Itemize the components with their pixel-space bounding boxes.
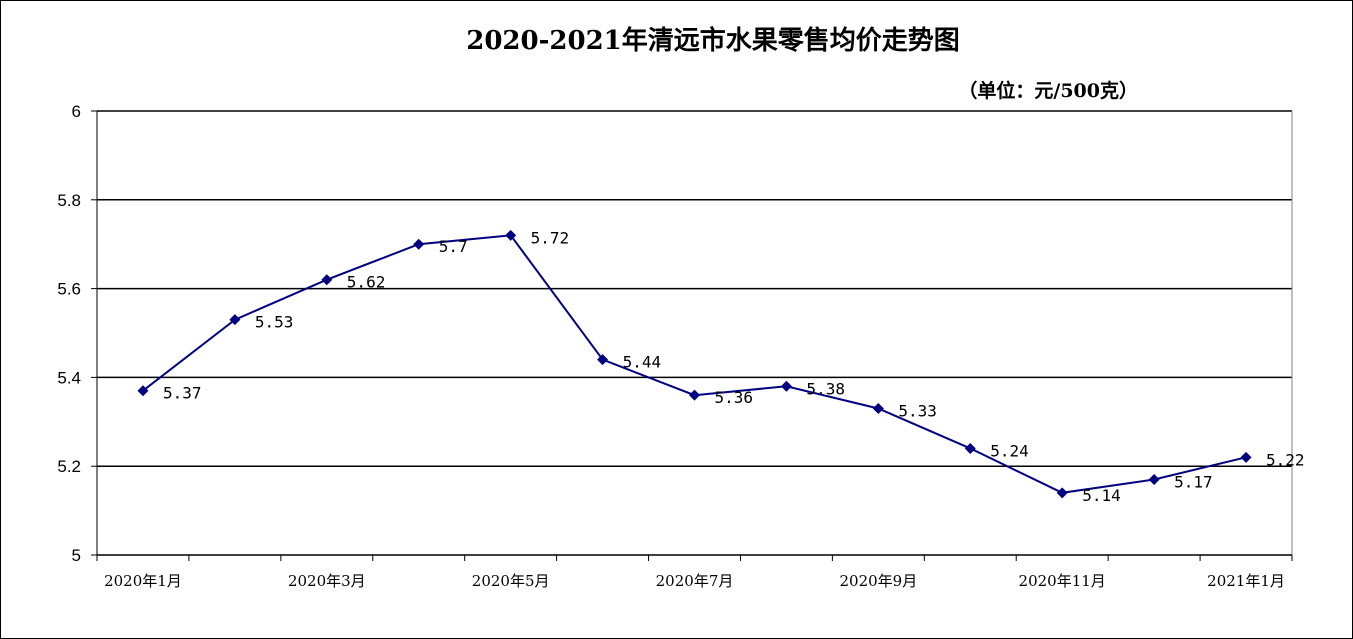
series-line: [142, 234, 1247, 494]
x-tick-label: 2020年5月: [472, 572, 550, 590]
axes: 5 5.2 5.4 5.6 5.8 6 2020年1月 2020年3月 2020年5月 2020年…: [57, 102, 1293, 590]
data-label: 5.44: [623, 353, 662, 372]
x-tick-label: 2020年7月: [656, 572, 734, 590]
y-tick-label: 5: [72, 546, 81, 565]
x-tick-label: 2020年3月: [288, 572, 366, 590]
data-label: 5.22: [1266, 450, 1305, 469]
y-tick-label: 5.4: [57, 368, 81, 387]
data-point: [321, 274, 333, 286]
data-label: 5.72: [531, 228, 570, 247]
data-point: [1240, 451, 1252, 463]
x-tick-label: 2020年1月: [104, 572, 182, 590]
x-tick-label: 2020年11月: [1019, 572, 1106, 590]
grid-lines: [97, 110, 1292, 467]
data-label: 5.14: [1082, 486, 1121, 505]
data-label: 5.7: [439, 237, 468, 256]
data-label: 5.38: [806, 379, 845, 398]
data-point: [413, 238, 425, 250]
x-tick-label: 2020年9月: [839, 572, 917, 590]
y-tick-label: 5.2: [57, 457, 81, 476]
data-point: [229, 314, 241, 326]
data-label: 5.37: [163, 384, 202, 403]
data-point: [505, 229, 517, 241]
data-point: [1056, 487, 1068, 499]
data-label: 5.36: [715, 388, 754, 407]
data-point: [872, 402, 884, 414]
series-price: [137, 229, 1252, 499]
y-tick-label: 5.8: [57, 191, 81, 210]
data-point: [597, 354, 609, 366]
y-tick-label: 6: [72, 102, 81, 121]
data-label: 5.33: [898, 401, 937, 420]
data-point: [137, 385, 149, 397]
data-point: [689, 389, 700, 401]
chart-title: 2020-2021年清远市水果零售均价走势图: [466, 25, 960, 56]
data-point: [964, 442, 976, 454]
x-tick-label: 2021年1月: [1207, 572, 1285, 590]
data-label: 5.24: [990, 441, 1029, 460]
data-label: 5.62: [347, 273, 386, 292]
data-point: [780, 380, 792, 392]
data-labels: 5.37 5.53 5.62 5.7 5.72 5.44 5.36 5.38 5.33 5.24 5…: [163, 228, 1305, 505]
y-tick-label: 5.6: [57, 280, 81, 299]
data-point: [1148, 474, 1160, 486]
data-label: 5.17: [1174, 473, 1213, 492]
unit-label: （单位：元/500克）: [958, 79, 1138, 102]
data-label: 5.53: [255, 313, 294, 332]
